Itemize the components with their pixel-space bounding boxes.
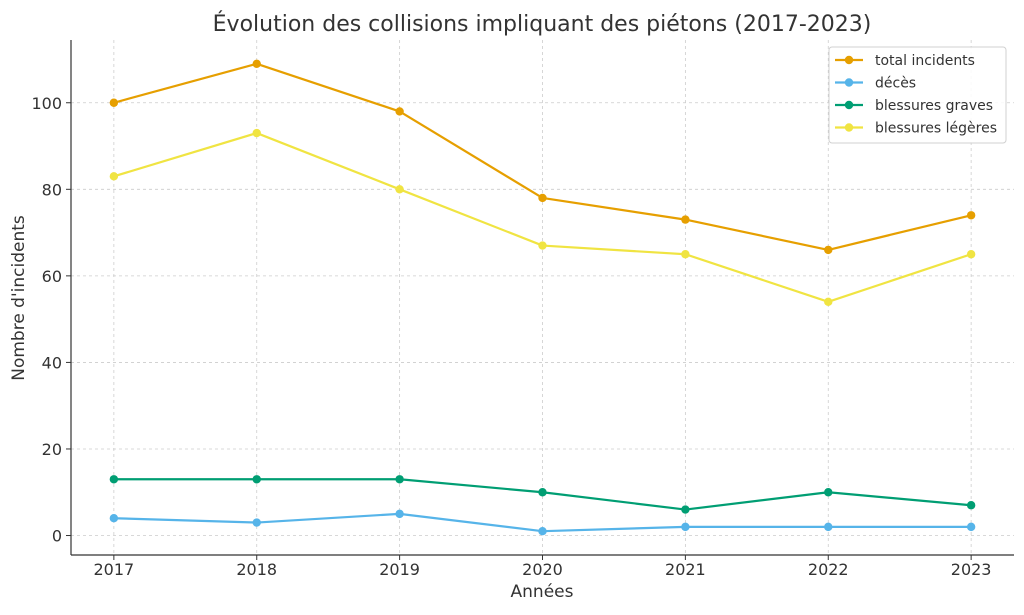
legend-label: blessures légères <box>875 121 997 137</box>
axes: 2017 2018 2019 2020 2021 2022 2023 0 20 40 60 80 100 <box>31 40 1014 579</box>
data-point <box>681 505 690 514</box>
chart-title: Évolution des collisions impliquant des … <box>213 11 872 37</box>
data-point <box>538 488 547 497</box>
data-point <box>966 250 976 259</box>
data-point <box>824 522 833 532</box>
data-point <box>252 475 261 484</box>
y-tick-label: 0 <box>52 527 62 546</box>
series-blessures-legeres <box>109 128 976 307</box>
x-tick-label: 2017 <box>94 560 135 579</box>
y-tick-label: 60 <box>42 267 62 286</box>
x-tick-label: 2022 <box>808 560 849 579</box>
legend-swatch-marker <box>844 123 854 132</box>
series-total-incidents <box>109 59 976 255</box>
data-point <box>395 475 404 484</box>
data-point <box>966 211 976 220</box>
y-axis-title: Nombre d'incidents <box>9 215 29 381</box>
series-layer <box>109 59 976 536</box>
data-point <box>538 241 547 250</box>
data-point <box>538 193 547 203</box>
data-point <box>252 128 261 138</box>
data-point <box>109 172 119 181</box>
x-tick-label: 2020 <box>522 560 563 579</box>
data-point <box>252 59 261 69</box>
data-point <box>395 107 404 116</box>
data-point <box>109 514 119 523</box>
series-blessures-graves <box>109 475 976 514</box>
data-point <box>395 185 404 194</box>
legend-swatch-marker <box>844 55 854 65</box>
y-tick-label: 20 <box>42 440 62 459</box>
data-point <box>681 522 690 532</box>
data-point <box>395 509 404 519</box>
data-point <box>824 245 833 255</box>
legend-swatch-marker <box>844 78 854 87</box>
data-point <box>538 526 547 536</box>
legend: total incidents décès blessures graves bles… <box>828 46 1007 144</box>
data-point <box>681 250 690 259</box>
legend-label: total incidents <box>875 53 975 69</box>
legend-label: blessures graves <box>875 98 993 114</box>
data-point <box>109 98 119 107</box>
data-point <box>252 518 261 527</box>
legend-swatch-marker <box>844 100 854 110</box>
data-point <box>966 522 976 532</box>
x-tick-label: 2019 <box>379 560 420 579</box>
x-axis-title: Années <box>511 582 574 602</box>
x-tick-label: 2021 <box>665 560 706 579</box>
series-deces <box>109 509 976 536</box>
data-point <box>824 488 833 497</box>
data-point <box>824 297 833 307</box>
data-point <box>109 475 119 484</box>
x-tick-label: 2023 <box>951 560 992 579</box>
x-tick-label: 2018 <box>236 560 277 579</box>
y-tick-label: 40 <box>42 353 62 372</box>
y-tick-label: 100 <box>31 94 62 113</box>
data-point <box>966 501 976 510</box>
data-point <box>681 215 690 224</box>
legend-box <box>828 46 1007 144</box>
y-tick-label: 80 <box>42 180 62 199</box>
legend-label: décès <box>875 76 916 92</box>
